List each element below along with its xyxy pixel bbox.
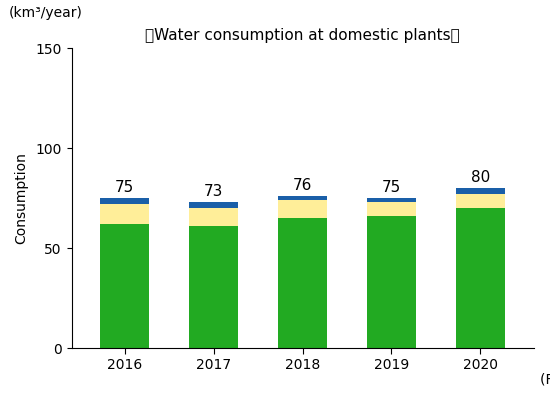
Bar bbox=[367, 198, 416, 202]
Bar bbox=[367, 216, 416, 348]
Bar bbox=[456, 208, 505, 348]
Bar bbox=[367, 202, 416, 216]
Bar bbox=[189, 208, 238, 226]
Text: 80: 80 bbox=[471, 170, 490, 185]
Bar bbox=[278, 196, 327, 200]
Text: (Fiscal year): (Fiscal year) bbox=[541, 373, 550, 387]
Y-axis label: Consumption: Consumption bbox=[14, 152, 29, 244]
Bar bbox=[100, 224, 149, 348]
Bar bbox=[278, 218, 327, 348]
Text: 75: 75 bbox=[382, 180, 401, 195]
Text: 76: 76 bbox=[293, 178, 312, 193]
Text: 73: 73 bbox=[204, 184, 223, 199]
Text: 75: 75 bbox=[115, 180, 134, 195]
Bar bbox=[189, 202, 238, 208]
Title: ［Water consumption at domestic plants］: ［Water consumption at domestic plants］ bbox=[145, 28, 460, 43]
Bar bbox=[456, 188, 505, 194]
Bar bbox=[278, 200, 327, 218]
Bar bbox=[189, 226, 238, 348]
Bar bbox=[100, 198, 149, 204]
Bar bbox=[100, 204, 149, 224]
Text: (km³/year): (km³/year) bbox=[9, 6, 83, 20]
Bar bbox=[456, 194, 505, 208]
